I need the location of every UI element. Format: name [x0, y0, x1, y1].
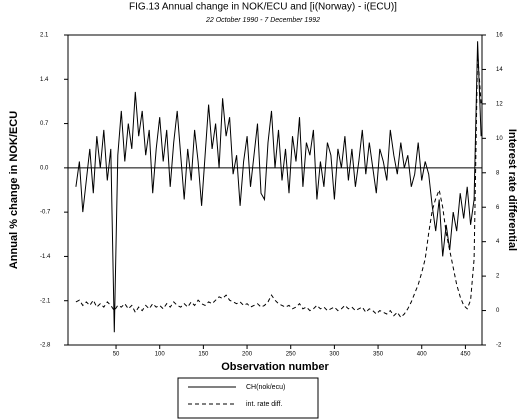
y-tick-label: -2.8 — [40, 343, 51, 349]
y2-tick-label: 2 — [496, 274, 500, 280]
y2-tick-label: 10 — [496, 136, 503, 142]
y-tick-label: 2.1 — [40, 33, 49, 39]
y2-axis-label: Interest rate differential — [506, 129, 518, 251]
x-axis-label: Observation number — [221, 361, 329, 373]
chart-subtitle: 22 October 1990 - 7 December 1992 — [205, 17, 320, 24]
x-tick-label: 350 — [373, 352, 384, 358]
x-tick-label: 300 — [329, 352, 340, 358]
series-line — [75, 41, 482, 333]
y2-tick-label: 8 — [496, 170, 500, 176]
x-tick-label: 200 — [242, 352, 253, 358]
y2-tick-label: 6 — [496, 205, 500, 211]
y2-tick-label: 0 — [496, 308, 500, 314]
plot-frame — [67, 34, 483, 346]
y-tick-label: -0.7 — [40, 210, 51, 216]
x-tick-label: 250 — [286, 352, 297, 358]
series-line — [75, 52, 482, 319]
x-tick-label: 400 — [417, 352, 428, 358]
legend-label: CH(nok/ecu) — [246, 384, 285, 391]
x-tick-label: 150 — [198, 352, 209, 358]
y-tick-label: -2.1 — [40, 298, 51, 304]
x-tick-label: 100 — [155, 352, 166, 358]
legend-box — [177, 377, 319, 419]
y2-tick-label: 4 — [496, 239, 500, 245]
y-tick-label: 0.0 — [40, 165, 49, 171]
y2-tick-label: 16 — [496, 33, 503, 39]
y-tick-label: -1.4 — [40, 254, 51, 260]
y2-tick-label: 14 — [496, 67, 503, 73]
x-tick-label: 450 — [460, 352, 471, 358]
legend-label: int. rate diff. — [246, 401, 283, 408]
x-tick-label: 50 — [113, 352, 120, 358]
y-axis-label: Annual % change in NOK/ECU — [8, 111, 20, 269]
y-tick-label: 0.7 — [40, 121, 49, 127]
chart-title: FIG.13 Annual change in NOK/ECU and [i(N… — [129, 2, 397, 13]
y-tick-label: 1.4 — [40, 77, 49, 83]
y2-tick-label: 12 — [496, 101, 503, 107]
y2-tick-label: -2 — [496, 343, 502, 349]
